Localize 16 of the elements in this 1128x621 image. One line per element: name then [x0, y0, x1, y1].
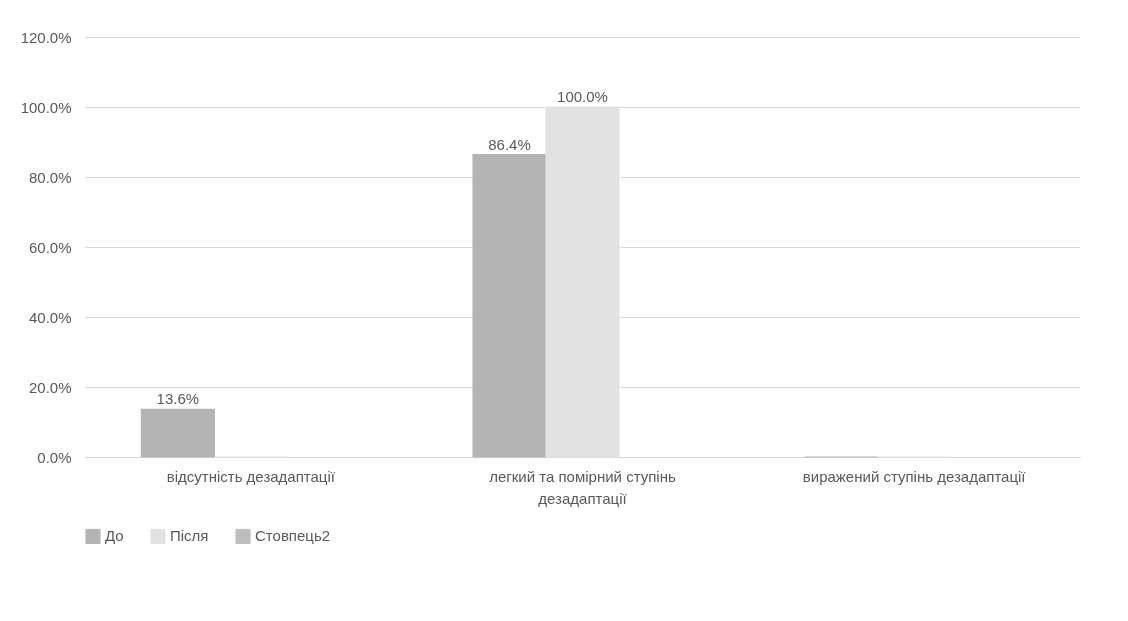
- y-tick-label: 20.0%: [28, 378, 72, 396]
- legend-label: Після: [170, 527, 209, 545]
- y-tick-label: 0.0%: [37, 448, 72, 466]
- data-label: 100.0%: [557, 88, 608, 105]
- x-tick-label: виражений ступінь дезадаптації: [802, 467, 1027, 485]
- y-tick-label: 60.0%: [28, 238, 72, 256]
- x-tick-label: легкий та помірний ступінь дезадаптації: [489, 467, 676, 507]
- y-tick-label: 40.0%: [28, 308, 72, 326]
- x-tick-label: відсутність дезадаптації: [166, 467, 336, 485]
- data-label: 86.4%: [488, 135, 531, 153]
- y-tick-label: 120.0%: [20, 28, 72, 46]
- y-tick-label: 80.0%: [28, 168, 72, 186]
- legend-label: Стовпець2: [255, 527, 331, 545]
- data-label: 13.6%: [156, 390, 200, 408]
- y-tick-label: 100.0%: [20, 98, 72, 116]
- legend-label: До: [105, 527, 124, 545]
